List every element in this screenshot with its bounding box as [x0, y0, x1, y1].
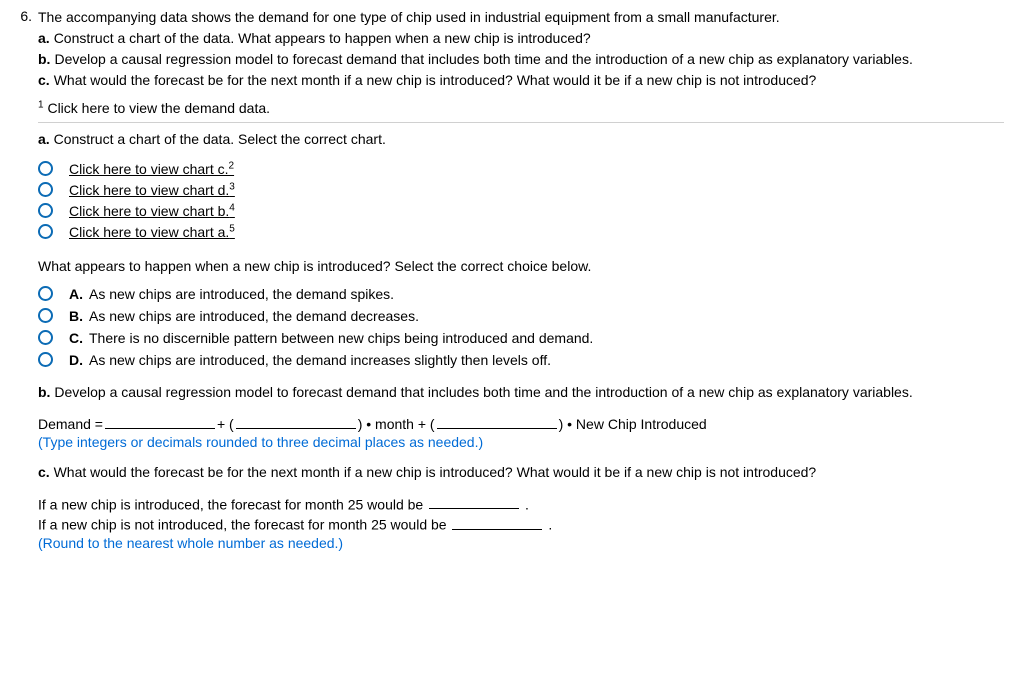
mc-letter: A.: [69, 286, 83, 302]
mc-text: As new chips are introduced, the demand …: [89, 308, 419, 324]
mc-options: A. As new chips are introduced, the dema…: [38, 286, 1004, 368]
chart-option[interactable]: Click here to view chart b.4: [38, 203, 1004, 219]
forecast2-pre: If a new chip is not introduced, the for…: [38, 517, 450, 533]
part-b-label: b. Develop a causal regression model to …: [38, 384, 1004, 400]
chart-option[interactable]: Click here to view chart c.2: [38, 161, 1004, 177]
chart-link-sup: 3: [229, 181, 235, 192]
mc-text: As new chips are introduced, the demand …: [89, 286, 394, 302]
eq-plus: + (: [217, 416, 234, 432]
mc-option[interactable]: B. As new chips are introduced, the dema…: [38, 308, 1004, 324]
part-a-followup: What appears to happen when a new chip i…: [38, 258, 1004, 274]
mc-letter: B.: [69, 308, 83, 324]
mc-text: There is no discernible pattern between …: [89, 330, 593, 346]
part-c-bold: c.: [38, 464, 50, 480]
stem-c-text: What would the forecast be for the next …: [54, 72, 817, 88]
divider: [38, 122, 1004, 123]
chip-coef-input[interactable]: [437, 414, 557, 429]
stem-b: b.Develop a causal regression model to f…: [38, 50, 1004, 69]
stem-b-label: b.: [38, 51, 50, 67]
chart-link[interactable]: Click here to view chart b.4: [69, 203, 235, 219]
forecast2-post: .: [548, 517, 552, 533]
mc-option[interactable]: C. There is no discernible pattern betwe…: [38, 330, 1004, 346]
chart-options: Click here to view chart c.2 Click here …: [38, 161, 1004, 240]
radio-icon[interactable]: [38, 352, 53, 367]
radio-icon[interactable]: [38, 224, 53, 239]
eq-month: ) • month + (: [358, 416, 435, 432]
chart-link-sup: 4: [229, 202, 235, 213]
mc-text: As new chips are introduced, the demand …: [89, 352, 551, 368]
regression-equation: Demand = + ( ) • month + ( ) • New Chip …: [38, 414, 1004, 432]
radio-icon[interactable]: [38, 330, 53, 345]
stem-a-text: Construct a chart of the data. What appe…: [54, 30, 591, 46]
chart-link[interactable]: Click here to view chart c.2: [69, 161, 234, 177]
chart-option[interactable]: Click here to view chart a.5: [38, 224, 1004, 240]
chart-link-text: Click here to view chart a.: [69, 224, 229, 240]
chart-link-sup: 2: [229, 160, 235, 171]
chart-option[interactable]: Click here to view chart d.3: [38, 182, 1004, 198]
part-b-bold: b.: [38, 384, 50, 400]
mc-letter: C.: [69, 330, 83, 346]
eq-chip: ) • New Chip Introduced: [559, 416, 707, 432]
radio-icon[interactable]: [38, 182, 53, 197]
part-a-label: a. Construct a chart of the data. Select…: [38, 131, 1004, 147]
part-b-rest: Develop a causal regression model to for…: [50, 384, 912, 400]
mc-letter: D.: [69, 352, 83, 368]
part-b-hint: (Type integers or decimals rounded to th…: [38, 434, 1004, 450]
eq-lhs: Demand =: [38, 416, 103, 432]
forecast1-pre: If a new chip is introduced, the forecas…: [38, 496, 427, 512]
forecast1-input[interactable]: [429, 494, 519, 509]
question-body: The accompanying data shows the demand f…: [38, 8, 1004, 565]
stem-b-text: Develop a causal regression model to for…: [54, 51, 912, 67]
forecast2-input[interactable]: [452, 514, 542, 529]
forecast-intro-line: If a new chip is introduced, the forecas…: [38, 494, 1004, 512]
forecast-not-line: If a new chip is not introduced, the for…: [38, 514, 1004, 532]
stem-a-label: a.: [38, 30, 50, 46]
chart-link-text: Click here to view chart d.: [69, 182, 229, 198]
part-c-rest: What would the forecast be for the next …: [50, 464, 817, 480]
mc-option[interactable]: D. As new chips are introduced, the dema…: [38, 352, 1004, 368]
radio-icon[interactable]: [38, 161, 53, 176]
chart-link-text: Click here to view chart b.: [69, 203, 229, 219]
forecast1-post: .: [525, 496, 529, 512]
part-c-hint: (Round to the nearest whole number as ne…: [38, 535, 1004, 551]
question-row: 6. The accompanying data shows the deman…: [10, 8, 1004, 565]
stem-c: c.What would the forecast be for the nex…: [38, 71, 1004, 90]
radio-icon[interactable]: [38, 308, 53, 323]
stem-c-label: c.: [38, 72, 50, 88]
part-c-label: c. What would the forecast be for the ne…: [38, 464, 1004, 480]
month-coef-input[interactable]: [236, 414, 356, 429]
stem-intro: The accompanying data shows the demand f…: [38, 8, 1004, 27]
chart-link[interactable]: Click here to view chart d.3: [69, 182, 235, 198]
part-a-bold: a.: [38, 131, 50, 147]
footnote-text: Click here to view the demand data.: [44, 100, 270, 116]
question-number: 6.: [10, 8, 38, 565]
chart-link-sup: 5: [229, 223, 235, 234]
stem-a: a.Construct a chart of the data. What ap…: [38, 29, 1004, 48]
question-stem: The accompanying data shows the demand f…: [38, 8, 1004, 90]
chart-link-text: Click here to view chart c.: [69, 161, 229, 177]
radio-icon[interactable]: [38, 203, 53, 218]
radio-icon[interactable]: [38, 286, 53, 301]
intercept-input[interactable]: [105, 414, 215, 429]
part-a-rest: Construct a chart of the data. Select th…: [50, 131, 386, 147]
chart-link[interactable]: Click here to view chart a.5: [69, 224, 235, 240]
mc-option[interactable]: A. As new chips are introduced, the dema…: [38, 286, 1004, 302]
footnote-link[interactable]: 1 Click here to view the demand data.: [38, 100, 1004, 116]
